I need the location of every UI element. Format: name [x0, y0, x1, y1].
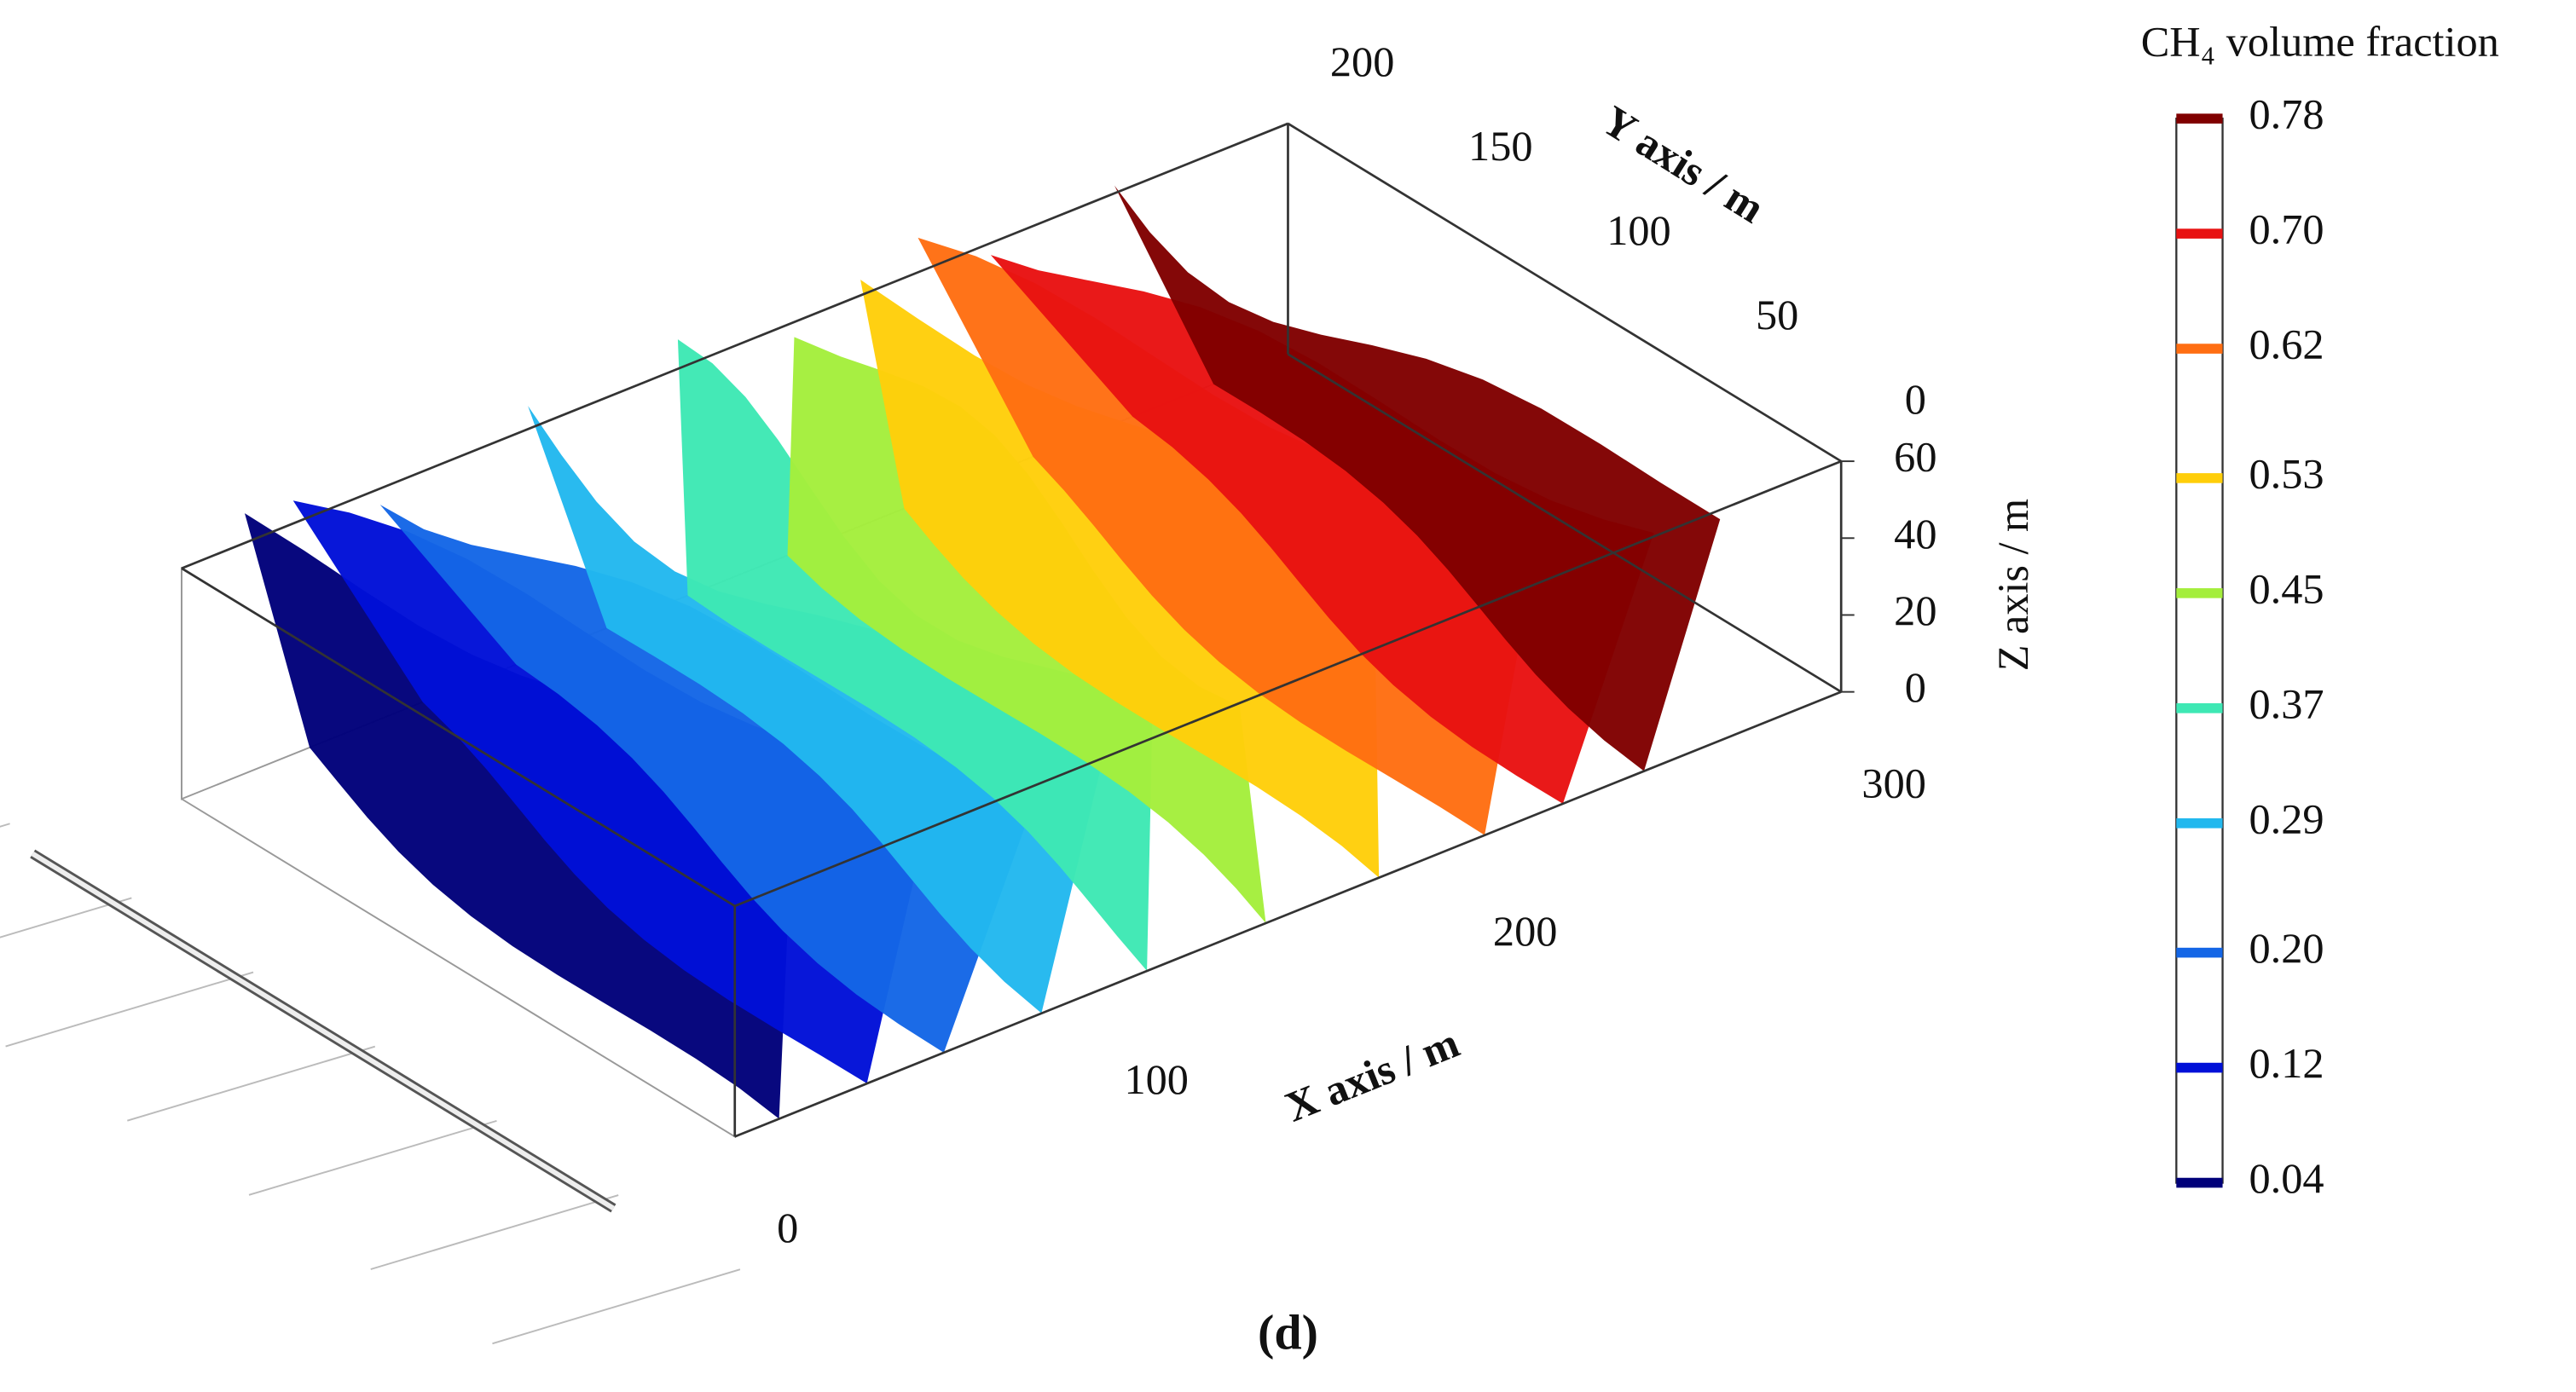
caption: (d)	[1258, 1305, 1318, 1360]
colorbar-tick-label: 0.29	[2249, 794, 2324, 842]
colorbar-tick	[2176, 344, 2223, 354]
colorbar-tick-label: 0.04	[2249, 1154, 2324, 1202]
colorbar-tick-label: 0.70	[2249, 205, 2324, 253]
x-tick-label: 0	[777, 1204, 798, 1251]
z-tick-label: 0	[1905, 663, 1926, 711]
roadway-inner	[31, 852, 615, 1210]
colorbar-tick	[2176, 1177, 2223, 1188]
grid-line	[248, 1119, 497, 1196]
isosurface	[990, 255, 1654, 804]
grid-line	[492, 1268, 741, 1345]
z-tick-label: 60	[1894, 433, 1936, 481]
colorbar-frame	[2175, 117, 2224, 1184]
floor-grid	[0, 823, 741, 1345]
colorbar-tick	[2176, 817, 2223, 829]
x-tick-label: 200	[1493, 907, 1557, 955]
y-tick-label: 0	[1905, 375, 1926, 423]
colorbar-tick	[2176, 228, 2223, 239]
grid-line	[0, 897, 132, 939]
colorbar-tick-label: 0.37	[2249, 679, 2324, 727]
isosurface	[244, 513, 790, 1119]
plot-area: (d) X axis / m Y axis / m Z axis / m CH₄…	[0, 18, 2499, 1360]
colorbar-tick	[2176, 703, 2223, 713]
z-axis-label: Z axis / m	[1989, 499, 2037, 671]
grid-line	[127, 1045, 376, 1122]
isosurface	[292, 500, 935, 1084]
colorbar-tick-label: 0.62	[2249, 321, 2324, 368]
box-edge	[1287, 353, 1842, 693]
colorbar-tick-label: 0.12	[2249, 1039, 2324, 1087]
isosurface	[528, 406, 1105, 1014]
y-tick-label: 150	[1468, 122, 1532, 170]
colorbar-tick	[2176, 588, 2223, 598]
grid-line	[5, 971, 254, 1048]
y-tick-label: 50	[1756, 291, 1798, 338]
z-tick-label: 20	[1894, 586, 1936, 634]
x-tick-label: 100	[1124, 1055, 1188, 1103]
z-tick-label: 40	[1894, 510, 1936, 557]
y-tick-label: 200	[1330, 38, 1394, 85]
x-tick-label: 300	[1861, 759, 1925, 806]
isosurface	[860, 280, 1380, 878]
colorbar-tick-label: 0.78	[2249, 90, 2324, 138]
colorbar-tick	[2176, 473, 2223, 483]
y-tick-label: 100	[1606, 206, 1670, 254]
colorbar-tick-label: 0.45	[2249, 564, 2324, 612]
x-axis-label: X axis / m	[1278, 1019, 1465, 1131]
colorbar-tick	[2176, 113, 2223, 124]
box-edge	[734, 690, 1842, 1138]
box-edge	[181, 567, 736, 908]
box-edge	[734, 459, 1842, 908]
isosurface	[918, 237, 1538, 835]
colorbar-tick	[2176, 947, 2223, 958]
grid-line	[0, 823, 10, 828]
colorbar-tick-label: 0.20	[2249, 924, 2324, 972]
grid-line	[370, 1194, 619, 1270]
colorbar-tick-label: 0.53	[2249, 449, 2324, 497]
box-edge	[181, 122, 1288, 569]
colorbar-title: CH₄ volume fraction	[2141, 18, 2499, 66]
colorbar-tick	[2176, 1062, 2223, 1073]
isosurface	[379, 505, 1037, 1053]
box-edge	[1287, 122, 1842, 463]
isosurface	[1114, 185, 1721, 771]
